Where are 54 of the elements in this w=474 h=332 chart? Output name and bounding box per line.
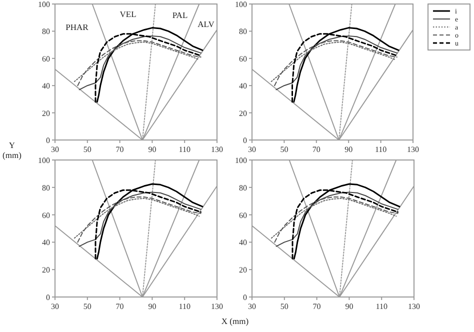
x-tick-label: 70 xyxy=(116,145,124,154)
x-tick-label: 110 xyxy=(374,145,387,154)
x-tick-label: 70 xyxy=(116,302,124,311)
x-tick-label: 30 xyxy=(51,302,59,311)
y-tick-label: 100 xyxy=(235,0,247,9)
annotation: PHAR xyxy=(66,22,89,32)
y-tick-label: 100 xyxy=(38,156,50,165)
x-tick-label: 130 xyxy=(408,302,420,311)
y-tick-label: 40 xyxy=(239,238,247,248)
annotation: PAL xyxy=(172,10,188,20)
x-axis-title: X (mm) xyxy=(221,316,249,326)
y-tick-label: 80 xyxy=(42,183,50,192)
y-tick-label: 0 xyxy=(243,136,247,145)
y-tick-label: 20 xyxy=(239,108,247,118)
y-tick-label: 80 xyxy=(239,27,247,36)
x-tick-label: 50 xyxy=(83,145,92,154)
annotation: VEL xyxy=(120,9,136,19)
x-tick-label: 130 xyxy=(407,145,419,154)
y-tick-label: 100 xyxy=(38,0,50,9)
x-tick-label: 70 xyxy=(312,302,321,311)
y-tick-label: 40 xyxy=(42,238,50,248)
y-tick-label: 20 xyxy=(42,266,50,275)
y-tick-label: 0 xyxy=(243,293,247,302)
x-tick-label: 130 xyxy=(211,145,223,154)
y-axis-title: Y (mm) xyxy=(2,140,22,160)
y-tick-label: 60 xyxy=(42,210,50,220)
x-tick-label: 130 xyxy=(211,302,223,311)
y-tick-label: 100 xyxy=(235,156,247,165)
y-tick-label: 0 xyxy=(46,136,50,145)
x-tick-label: 90 xyxy=(148,302,156,311)
x-tick-label: 30 xyxy=(51,145,59,154)
y-tick-label: 60 xyxy=(42,54,50,64)
x-tick-label: 90 xyxy=(345,302,354,311)
x-tick-label: 50 xyxy=(280,302,288,311)
y-tick-label: 40 xyxy=(42,82,50,91)
y-tick-label: 20 xyxy=(239,266,247,275)
y-tick-label: 60 xyxy=(239,54,247,64)
y-tick-label: 20 xyxy=(42,108,50,118)
x-tick-label: 50 xyxy=(83,302,92,311)
x-tick-label: 110 xyxy=(376,302,388,311)
x-tick-label: 90 xyxy=(344,145,353,154)
annotation: ALV xyxy=(198,19,216,29)
x-tick-label: 110 xyxy=(178,302,190,311)
y-tick-label: 60 xyxy=(239,210,247,220)
y-tick-label: 80 xyxy=(42,27,50,36)
x-tick-label: 30 xyxy=(248,145,256,154)
y-tick-label: 0 xyxy=(46,293,50,302)
x-tick-label: 70 xyxy=(312,145,320,154)
x-tick-label: 50 xyxy=(280,145,288,154)
x-tick-label: 110 xyxy=(178,145,190,154)
y-tick-label: 40 xyxy=(239,82,247,91)
y-tick-label: 80 xyxy=(239,183,247,192)
x-tick-label: 90 xyxy=(148,145,156,154)
x-tick-label: 30 xyxy=(248,302,256,311)
